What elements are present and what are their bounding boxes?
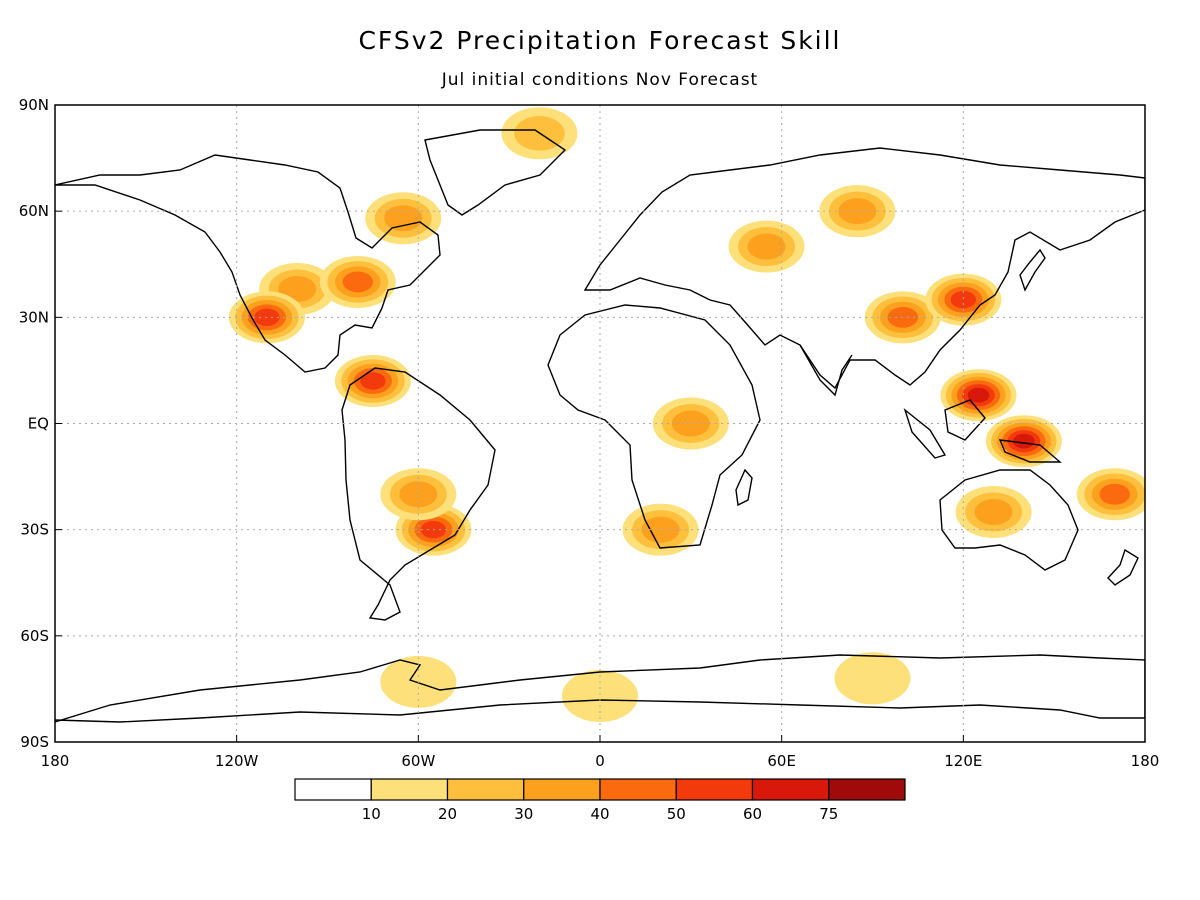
skill-region-4-level-5 (360, 372, 386, 390)
skill-region-8-level-5 (950, 290, 977, 309)
lon-tick-label: 60W (401, 752, 435, 770)
colorbar-label: 40 (590, 805, 609, 823)
colorbar-swatch (828, 778, 906, 801)
skill-region-12-level-3 (747, 233, 786, 260)
coastlines (55, 129, 1145, 723)
colorbar-label: 10 (362, 805, 381, 823)
colorbar-label: 60 (743, 805, 762, 823)
colorbar-swatch (446, 778, 525, 801)
lon-tick-label: 60E (767, 752, 796, 770)
coastline-greenland (424, 129, 567, 216)
skill-region-14-level-3 (671, 410, 710, 437)
lat-tick-label: 60N (19, 202, 49, 220)
skill-shading (228, 107, 1145, 722)
coastline-new-zealand (1107, 548, 1139, 586)
colorbar: 10 20 30 40 50 60 75 (294, 778, 906, 823)
lat-tick-label: 90S (20, 733, 49, 751)
colorbar-swatch (675, 778, 754, 801)
latitude-ticks: 90N 60N 30N EQ 30S 60S 90S (19, 96, 62, 751)
coastline-south-america (341, 367, 496, 621)
coastline-antarctica (55, 654, 1145, 723)
skill-region-9-level-6 (967, 387, 990, 403)
coastline-india (799, 344, 853, 397)
lon-tick-label: 180 (41, 752, 70, 770)
coastline-eurasia (583, 147, 1145, 390)
skill-region-15-level-3 (641, 516, 680, 543)
lat-tick-label: 60S (20, 627, 49, 645)
colorbar-swatch (599, 778, 677, 801)
skill-region-18-level-1 (834, 652, 911, 705)
skill-region-11-level-3 (974, 498, 1013, 525)
skill-region-0-level-3 (278, 276, 317, 303)
skill-region-10-level-6 (1012, 433, 1035, 449)
coastline-north-america (55, 154, 441, 373)
colorbar-swatch (523, 778, 601, 801)
coastline-madagascar (735, 468, 753, 507)
longitude-ticks: 180 120W 60W 0 60E 120E 180 (41, 735, 1160, 770)
lon-tick-label: 0 (595, 752, 605, 770)
coastline-africa (547, 304, 761, 549)
lat-tick-label: EQ (28, 415, 49, 433)
skill-region-20-level-4 (1099, 483, 1130, 505)
lon-tick-label: 180 (1131, 752, 1160, 770)
chart-subtitle: Jul initial conditions Nov Forecast (441, 70, 759, 90)
map-grid (55, 105, 1145, 742)
skill-region-6-level-3 (399, 481, 438, 508)
coastline-new-guinea (998, 439, 1062, 463)
lat-tick-label: 90N (19, 96, 49, 114)
colorbar-label: 50 (667, 805, 686, 823)
skill-region-3-level-3 (384, 205, 423, 232)
colorbar-swatch (294, 778, 372, 801)
skill-region-2-level-4 (342, 271, 373, 293)
lon-tick-label: 120E (944, 752, 982, 770)
colorbar-label: 20 (438, 805, 457, 823)
coastline-borneo (944, 399, 986, 441)
lon-tick-label: 120W (215, 752, 259, 770)
coastline-australia (939, 469, 1079, 571)
colorbar-swatch (751, 778, 830, 801)
colorbar-swatch (370, 778, 449, 801)
skill-region-13-level-3 (838, 198, 877, 225)
lat-tick-label: 30N (19, 308, 49, 326)
lat-tick-label: 30S (20, 521, 49, 539)
skill-region-16-level-1 (562, 669, 638, 722)
colorbar-label: 30 (514, 805, 533, 823)
coastline-sumatra (903, 408, 947, 459)
coastline-japan (1019, 248, 1046, 292)
colorbar-label: 75 (819, 805, 838, 823)
chart-title: CFSv2 Precipitation Forecast Skill (358, 26, 842, 55)
